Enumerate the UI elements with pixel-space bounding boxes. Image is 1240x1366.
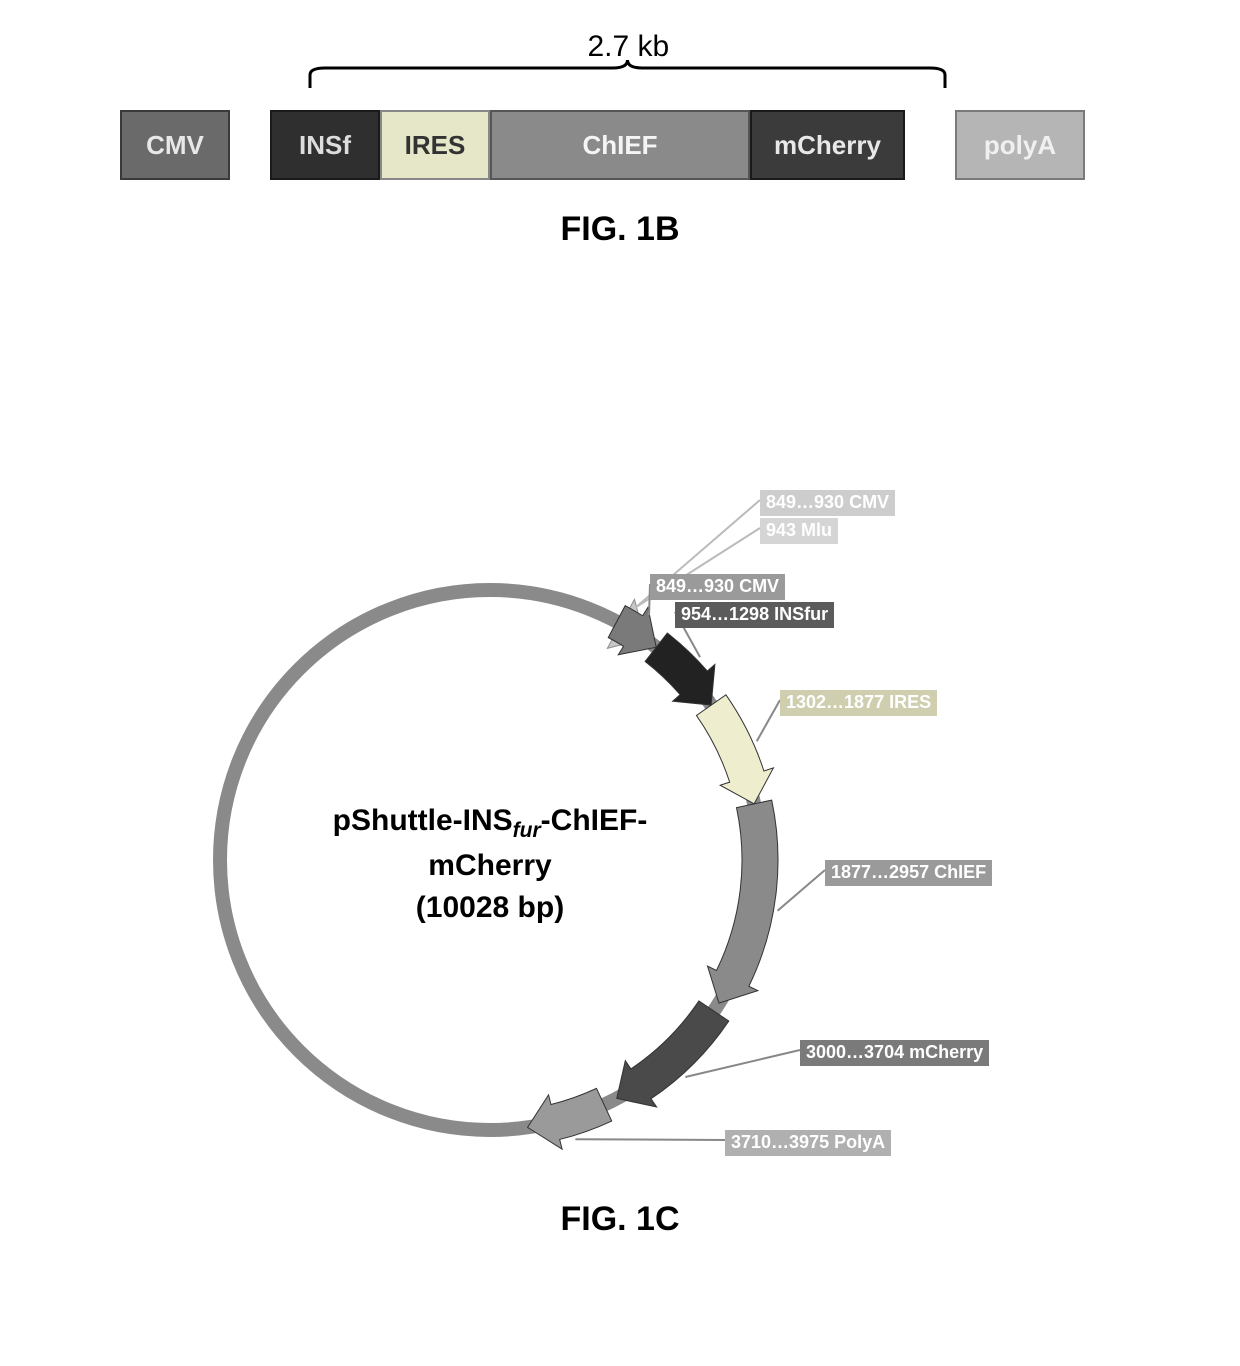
segment-polya: polyA [955,110,1085,180]
plasmid-title-line2: mCherry [320,845,660,887]
plasmid-title-line1: pShuttle-INSfur-ChIEF- [320,800,660,845]
plasmid-title-line3: (10028 bp) [320,887,660,929]
linear-map: CMV INSfIRESChIEFmCherry polyA [120,110,1120,180]
feature-arrow-chief [708,800,778,1003]
segment-gap [905,110,955,180]
figure-1c-caption: FIG. 1C [120,1200,1120,1239]
segment-insf: INSf [270,110,380,180]
figure-1b: 2.7 kb CMV INSfIRESChIEFmCherry polyA FIG.… [120,30,1120,249]
figure-1c: pShuttle-INSfur-ChIEF-mCherry(10028 bp) … [120,430,1120,1260]
segment-gap [230,110,270,180]
segment-mcherry: mCherry [750,110,905,180]
feature-label-insfur: 954…1298 INSfur [675,602,834,628]
feature-arrow-ires [696,695,773,804]
segment-chief: ChIEF [490,110,750,180]
feature-label-ires: 1302…1877 IRES [780,690,937,716]
bracket-wrap: 2.7 kb [120,30,1120,110]
feature-label-chief: 1877…2957 ChIEF [825,860,992,886]
feature-arrow-mcherry [617,1001,729,1107]
feature-label-polya: 3710…3975 PolyA [725,1130,891,1156]
plasmid-title: pShuttle-INSfur-ChIEF-mCherry(10028 bp) [320,800,660,929]
feature-label-mcherry: 3000…3704 mCherry [800,1040,989,1066]
segment-cmv: CMV [120,110,230,180]
bracket-label: 2.7 kb [588,30,670,64]
feature-label-cmv-dup2: 943 Mlu [760,518,838,544]
figure-1b-caption: FIG. 1B [120,210,1120,249]
feature-label-cmv-dup1: 849…930 CMV [760,490,895,516]
feature-label-cmv: 849…930 CMV [650,574,785,600]
segment-ires: IRES [380,110,490,180]
